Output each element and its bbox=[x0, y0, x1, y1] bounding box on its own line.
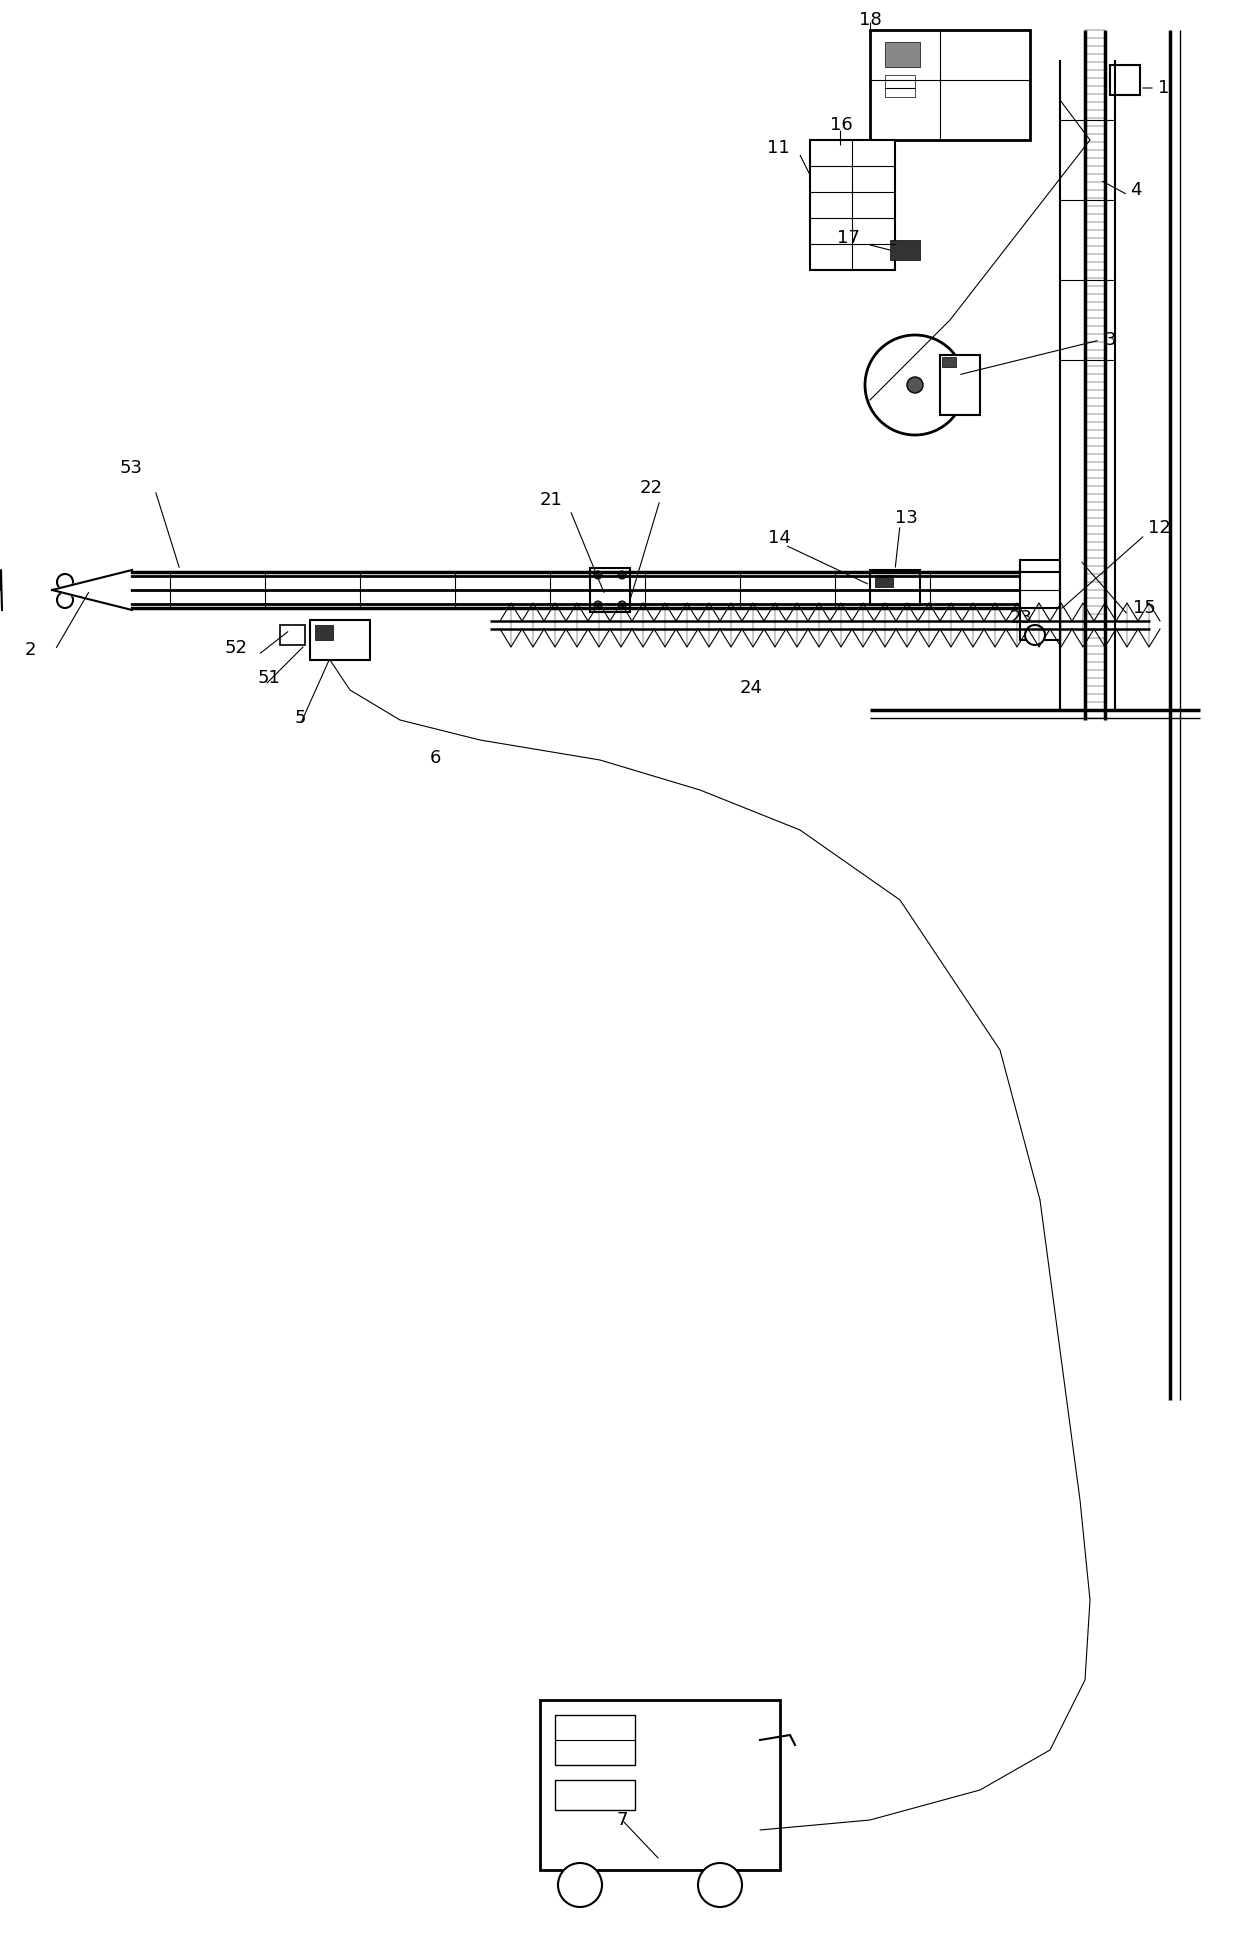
Circle shape bbox=[57, 574, 73, 590]
Text: 22: 22 bbox=[640, 479, 663, 496]
Circle shape bbox=[618, 602, 626, 609]
Bar bbox=[590, 569, 630, 611]
Text: 3: 3 bbox=[1105, 331, 1116, 349]
Bar bbox=[280, 625, 305, 644]
Circle shape bbox=[866, 335, 965, 434]
Bar bbox=[940, 354, 980, 415]
Text: 17: 17 bbox=[837, 230, 861, 247]
Text: 52: 52 bbox=[224, 639, 248, 656]
Text: 7: 7 bbox=[616, 1811, 627, 1828]
Circle shape bbox=[698, 1863, 742, 1906]
Bar bbox=[890, 239, 920, 261]
Bar bbox=[942, 356, 956, 366]
Text: 18: 18 bbox=[858, 12, 882, 29]
Bar bbox=[875, 574, 893, 586]
Text: 53: 53 bbox=[120, 459, 143, 477]
Circle shape bbox=[594, 602, 601, 609]
Text: 1: 1 bbox=[1158, 80, 1169, 97]
Bar bbox=[310, 619, 370, 660]
Bar bbox=[315, 625, 334, 641]
Text: 4: 4 bbox=[1130, 181, 1142, 199]
Bar bbox=[1110, 64, 1140, 95]
Bar bbox=[870, 570, 920, 606]
Bar bbox=[556, 1715, 635, 1766]
Circle shape bbox=[558, 1863, 601, 1906]
Text: 16: 16 bbox=[830, 117, 853, 134]
Bar bbox=[539, 1700, 780, 1869]
Circle shape bbox=[906, 378, 923, 393]
Circle shape bbox=[1025, 625, 1045, 644]
Polygon shape bbox=[50, 570, 130, 609]
Text: 2: 2 bbox=[25, 641, 36, 658]
Text: 15: 15 bbox=[1133, 600, 1156, 617]
Circle shape bbox=[57, 592, 73, 607]
Circle shape bbox=[594, 570, 601, 578]
Bar bbox=[885, 76, 915, 97]
Text: 51: 51 bbox=[258, 670, 281, 687]
Text: 24: 24 bbox=[740, 680, 763, 697]
Text: 6: 6 bbox=[430, 750, 441, 767]
Bar bbox=[885, 43, 920, 66]
Text: 5: 5 bbox=[295, 709, 306, 726]
Text: 11: 11 bbox=[768, 138, 790, 158]
Text: 21: 21 bbox=[539, 491, 563, 508]
Text: 13: 13 bbox=[895, 508, 918, 528]
Text: 12: 12 bbox=[1148, 520, 1171, 537]
Text: 23: 23 bbox=[1011, 609, 1033, 627]
Circle shape bbox=[618, 570, 626, 578]
Bar bbox=[870, 29, 1030, 140]
Bar bbox=[556, 1780, 635, 1811]
Bar bbox=[810, 140, 895, 271]
Bar bbox=[1021, 561, 1060, 641]
Text: 14: 14 bbox=[768, 530, 791, 547]
